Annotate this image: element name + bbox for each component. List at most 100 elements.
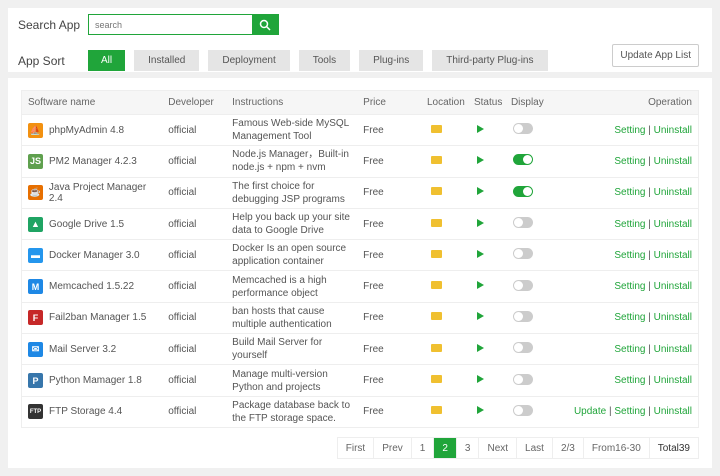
category-tab-deployment[interactable]: Deployment <box>208 50 290 71</box>
display-toggle[interactable] <box>512 404 533 416</box>
app-name: Memcached 1.5.22 <box>49 281 135 293</box>
play-icon[interactable] <box>476 312 484 321</box>
update-link[interactable]: Update <box>573 406 607 418</box>
display-toggle[interactable] <box>512 248 533 260</box>
uninstall-link[interactable]: Uninstall <box>653 218 692 230</box>
setting-link[interactable]: Setting <box>614 249 646 261</box>
operations: Setting | Uninstall <box>560 301 699 334</box>
play-icon[interactable] <box>476 218 484 227</box>
play-icon[interactable] <box>476 155 484 164</box>
app-name: PM2 Manager 4.2.3 <box>49 155 137 167</box>
display-toggle[interactable] <box>512 217 533 229</box>
setting-link[interactable]: Setting <box>614 218 646 230</box>
memcached-icon: M <box>28 279 43 295</box>
uninstall-link[interactable]: Uninstall <box>653 249 692 261</box>
search-button[interactable] <box>252 15 278 34</box>
table-row: F Fail2ban Manager 1.5 official ban hosts… <box>21 301 699 334</box>
play-icon[interactable] <box>476 406 484 415</box>
setting-link[interactable]: Setting <box>614 124 646 136</box>
instructions: Docker Is an open source application con… <box>232 243 347 268</box>
page-3[interactable]: 3 <box>457 438 480 458</box>
folder-icon[interactable] <box>430 155 442 164</box>
category-tab-installed[interactable]: Installed <box>134 50 200 71</box>
setting-link[interactable]: Setting <box>614 281 646 293</box>
instructions: Famous Web-side MySQL Management Tool <box>232 118 349 143</box>
column-header: Instructions <box>226 90 358 115</box>
separator: | <box>645 343 654 355</box>
uninstall-link[interactable]: Uninstall <box>653 281 692 293</box>
folder-icon[interactable] <box>430 187 442 196</box>
setting-link[interactable]: Setting <box>614 406 646 418</box>
play-icon[interactable] <box>476 375 484 384</box>
uninstall-link[interactable]: Uninstall <box>653 187 692 199</box>
folder-icon[interactable] <box>430 375 442 384</box>
folder-icon[interactable] <box>430 249 442 258</box>
page-total39: Total39 <box>657 442 690 454</box>
table-row: JS PM2 Manager 4.2.3 official Node.js Man… <box>21 145 699 178</box>
column-header: Software name <box>21 90 163 115</box>
separator: | <box>645 406 654 418</box>
display-toggle[interactable] <box>512 185 533 197</box>
display-toggle[interactable] <box>512 154 533 166</box>
page-next[interactable]: Next <box>479 438 518 458</box>
uninstall-link[interactable]: Uninstall <box>653 124 692 136</box>
play-icon[interactable] <box>476 343 484 352</box>
uninstall-link[interactable]: Uninstall <box>653 155 692 167</box>
uninstall-link[interactable]: Uninstall <box>653 312 692 324</box>
price: Free <box>357 207 421 240</box>
setting-link[interactable]: Setting <box>614 312 646 324</box>
app-name: phpMyAdmin 4.8 <box>49 124 125 136</box>
operations: Setting | Uninstall <box>560 145 699 178</box>
price: Free <box>357 270 421 303</box>
folder-icon[interactable] <box>430 218 442 227</box>
operations: Update | Setting | Uninstall <box>560 395 699 428</box>
uninstall-link[interactable]: Uninstall <box>653 375 692 387</box>
page-prev[interactable]: Prev <box>374 438 412 458</box>
category-tab-plug-ins[interactable]: Plug-ins <box>359 50 424 71</box>
separator: | <box>645 375 654 387</box>
table-row: ☕ Java Project Manager 2.4 official The f… <box>21 176 699 209</box>
separator: | <box>606 406 615 418</box>
table-row: ▲ Google Drive 1.5 official Help you back… <box>21 207 699 240</box>
folder-icon[interactable] <box>430 124 442 133</box>
category-tab-third-party-plug-ins[interactable]: Third-party Plug-ins <box>432 50 548 71</box>
category-tab-all[interactable]: All <box>88 50 126 71</box>
uninstall-link[interactable]: Uninstall <box>653 406 692 418</box>
update-app-list-button[interactable]: Update App List <box>612 44 699 67</box>
ftp-icon: FTP <box>28 404 43 420</box>
display-toggle[interactable] <box>512 342 533 354</box>
search-label: Search App <box>18 18 81 32</box>
operations: Setting | Uninstall <box>560 333 699 365</box>
display-toggle[interactable] <box>512 123 533 135</box>
table-row: P Python Mamager 1.8 official Manage mult… <box>21 364 699 397</box>
folder-icon[interactable] <box>430 281 442 290</box>
play-icon[interactable] <box>476 249 484 258</box>
play-icon[interactable] <box>476 124 484 133</box>
setting-link[interactable]: Setting <box>614 155 646 167</box>
column-header: Price <box>357 90 421 115</box>
setting-link[interactable]: Setting <box>614 187 646 199</box>
column-header: Location <box>420 90 468 115</box>
separator: | <box>645 281 654 293</box>
folder-icon[interactable] <box>430 343 442 352</box>
display-toggle[interactable] <box>512 310 533 322</box>
uninstall-link[interactable]: Uninstall <box>653 343 692 355</box>
play-icon[interactable] <box>476 281 484 290</box>
page-1[interactable]: 1 <box>412 438 435 458</box>
folder-icon[interactable] <box>430 312 442 321</box>
search-input[interactable] <box>89 15 252 34</box>
display-toggle[interactable] <box>512 373 533 385</box>
category-tab-tools[interactable]: Tools <box>298 50 351 71</box>
setting-link[interactable]: Setting <box>614 375 646 387</box>
page-first[interactable]: First <box>338 438 375 458</box>
operations: Setting | Uninstall <box>560 239 699 271</box>
instructions: Manage multi-version Python and projects <box>232 368 328 393</box>
play-icon[interactable] <box>476 187 484 196</box>
page-2[interactable]: 2 <box>434 438 457 458</box>
setting-link[interactable]: Setting <box>614 343 646 355</box>
page-last[interactable]: Last <box>517 438 553 458</box>
docker-icon: ▬ <box>28 247 43 263</box>
display-toggle[interactable] <box>512 279 533 291</box>
folder-icon[interactable] <box>430 406 442 415</box>
separator: | <box>645 124 654 136</box>
